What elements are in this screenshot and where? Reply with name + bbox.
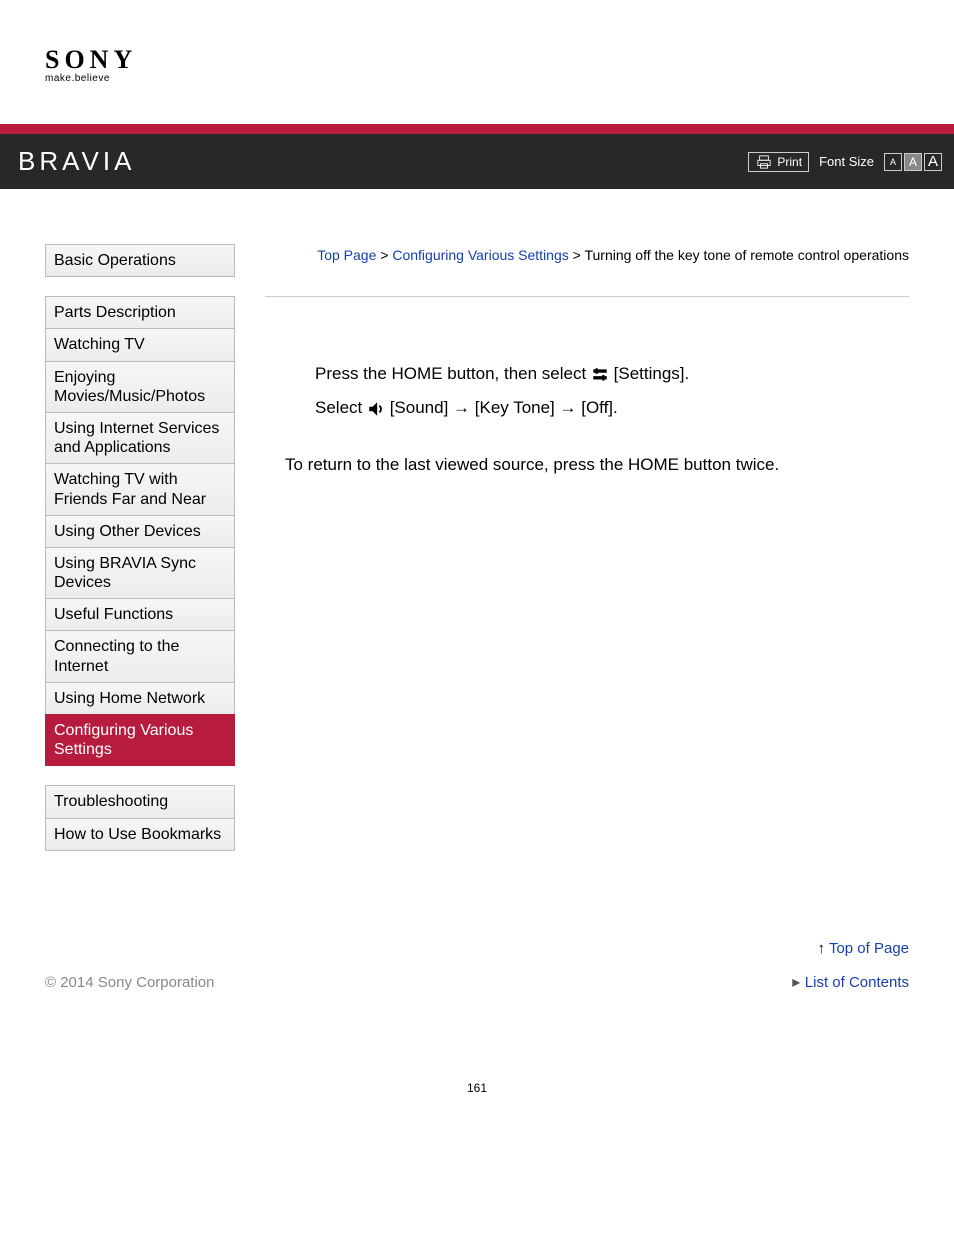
sidebar-item[interactable]: Watching TV with Friends Far and Near: [45, 463, 235, 515]
step-2: Select [Sound] → [Key Tone] → [Off].: [315, 391, 909, 425]
font-size-medium[interactable]: A: [904, 153, 922, 171]
brand-logo: SONY: [45, 45, 909, 75]
sidebar-item[interactable]: Using BRAVIA Sync Devices: [45, 547, 235, 599]
sidebar-item[interactable]: Troubleshooting: [45, 785, 235, 818]
product-name: BRAVIA: [18, 146, 135, 177]
sidebar-item[interactable]: Using Other Devices: [45, 515, 235, 548]
print-label: Print: [777, 155, 802, 169]
print-icon: [755, 155, 773, 169]
breadcrumb-section[interactable]: Configuring Various Settings: [392, 247, 568, 263]
sound-icon: [367, 400, 385, 418]
divider: [265, 296, 909, 297]
breadcrumb: Top Page > Configuring Various Settings …: [265, 244, 909, 266]
sidebar-item[interactable]: Using Home Network: [45, 682, 235, 715]
bottom-links: ↑ Top of Page: [265, 935, 909, 962]
settings-icon: [591, 366, 609, 384]
sidebar-item[interactable]: Using Internet Services and Applications: [45, 412, 235, 464]
sidebar-item[interactable]: Useful Functions: [45, 598, 235, 631]
top-of-page-link[interactable]: Top of Page: [829, 940, 909, 957]
sidebar-item[interactable]: How to Use Bookmarks: [45, 818, 235, 851]
list-of-contents-link[interactable]: List of Contents: [805, 974, 909, 991]
header-bar: BRAVIA Print Font Size A A A: [0, 134, 954, 189]
sidebar-item[interactable]: Basic Operations: [45, 244, 235, 277]
instruction-steps: Press the HOME button, then select [Sett…: [265, 357, 909, 425]
sidebar-item[interactable]: Configuring Various Settings: [45, 714, 235, 766]
step-1: Press the HOME button, then select [Sett…: [315, 357, 909, 391]
print-button[interactable]: Print: [748, 152, 809, 172]
breadcrumb-current: Turning off the key tone of remote contr…: [584, 247, 909, 263]
breadcrumb-top[interactable]: Top Page: [317, 247, 376, 263]
logo-area: SONY make.believe: [45, 45, 909, 84]
page-number: 161: [45, 1081, 909, 1125]
font-size-large[interactable]: A: [924, 153, 942, 171]
font-size-selector: A A A: [884, 153, 942, 171]
triangle-icon: ▸: [792, 974, 800, 991]
brand-tagline: make.believe: [45, 73, 909, 84]
font-size-label: Font Size: [819, 154, 874, 169]
sidebar-item[interactable]: Parts Description: [45, 296, 235, 329]
font-size-small[interactable]: A: [884, 153, 902, 171]
sidebar-item[interactable]: Enjoying Movies/Music/Photos: [45, 361, 235, 413]
sidebar-item[interactable]: Watching TV: [45, 328, 235, 361]
main-content: Top Page > Configuring Various Settings …: [235, 234, 909, 992]
sidebar: Basic Operations Parts DescriptionWatchi…: [45, 234, 235, 992]
return-note: To return to the last viewed source, pre…: [285, 455, 909, 475]
up-arrow-icon: ↑: [818, 940, 826, 957]
sidebar-item[interactable]: Connecting to the Internet: [45, 630, 235, 682]
accent-bar: [0, 124, 954, 134]
